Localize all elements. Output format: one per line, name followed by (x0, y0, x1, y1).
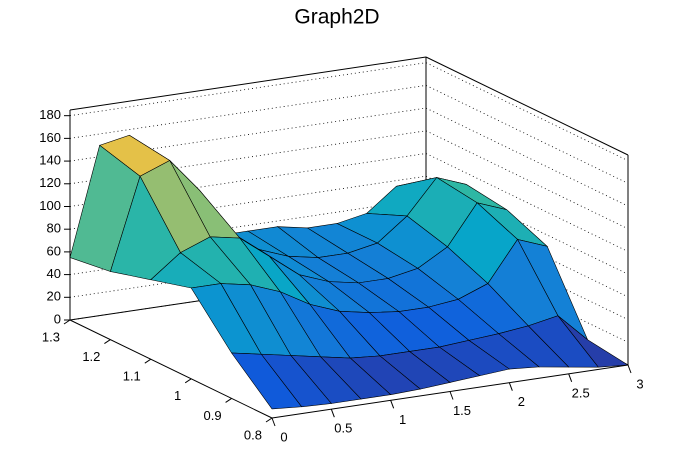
surface-cell (230, 352, 303, 410)
x-tick-label: 1.5 (453, 403, 471, 418)
z-tick-label: 80 (47, 221, 61, 236)
tick-mark (508, 382, 513, 391)
tick-mark (330, 408, 335, 418)
tick-mark (265, 417, 273, 423)
chart-title: Graph2D (294, 6, 379, 29)
tick-mark (104, 339, 111, 345)
x-tick-label: 2 (518, 394, 525, 409)
y-tick-label: 1 (174, 388, 181, 403)
box-edge (69, 56, 427, 111)
z-tick-label: 20 (47, 289, 61, 304)
y-tick-label: 0.8 (244, 427, 262, 442)
tick-mark (449, 391, 454, 400)
z-tick-label: 100 (39, 198, 61, 213)
z-tick-label: 180 (39, 107, 61, 122)
tick-mark (271, 417, 276, 427)
tick-mark (144, 358, 152, 364)
tick-mark (225, 397, 232, 403)
y-tick-label: 1.2 (82, 349, 100, 364)
x-tick-label: 0.5 (334, 421, 352, 436)
tick-mark (627, 364, 632, 374)
grid-line (69, 62, 629, 162)
x-tick-label: 1 (399, 412, 406, 427)
x-tick-label: 0 (280, 429, 287, 444)
x-tick-label: 3 (636, 376, 643, 391)
x-tick-label: 2.5 (572, 385, 590, 400)
y-tick-label: 1.1 (123, 369, 141, 384)
y-axis (69, 319, 273, 419)
y-tick-label: 0.9 (204, 408, 222, 423)
z-tick-label: 140 (39, 153, 61, 168)
tick-mark (184, 378, 192, 384)
tick-mark (568, 373, 573, 383)
z-tick-label: 160 (39, 130, 61, 145)
z-tick-label: 40 (47, 266, 61, 281)
tick-mark (390, 400, 395, 409)
y-tick-label: 1.3 (42, 329, 60, 344)
tick-mark (63, 319, 71, 325)
z-tick-label: 60 (47, 243, 61, 258)
z-tick-label: 120 (39, 175, 61, 190)
box-edge (425, 56, 629, 156)
z-tick-label: 0 (54, 311, 61, 326)
